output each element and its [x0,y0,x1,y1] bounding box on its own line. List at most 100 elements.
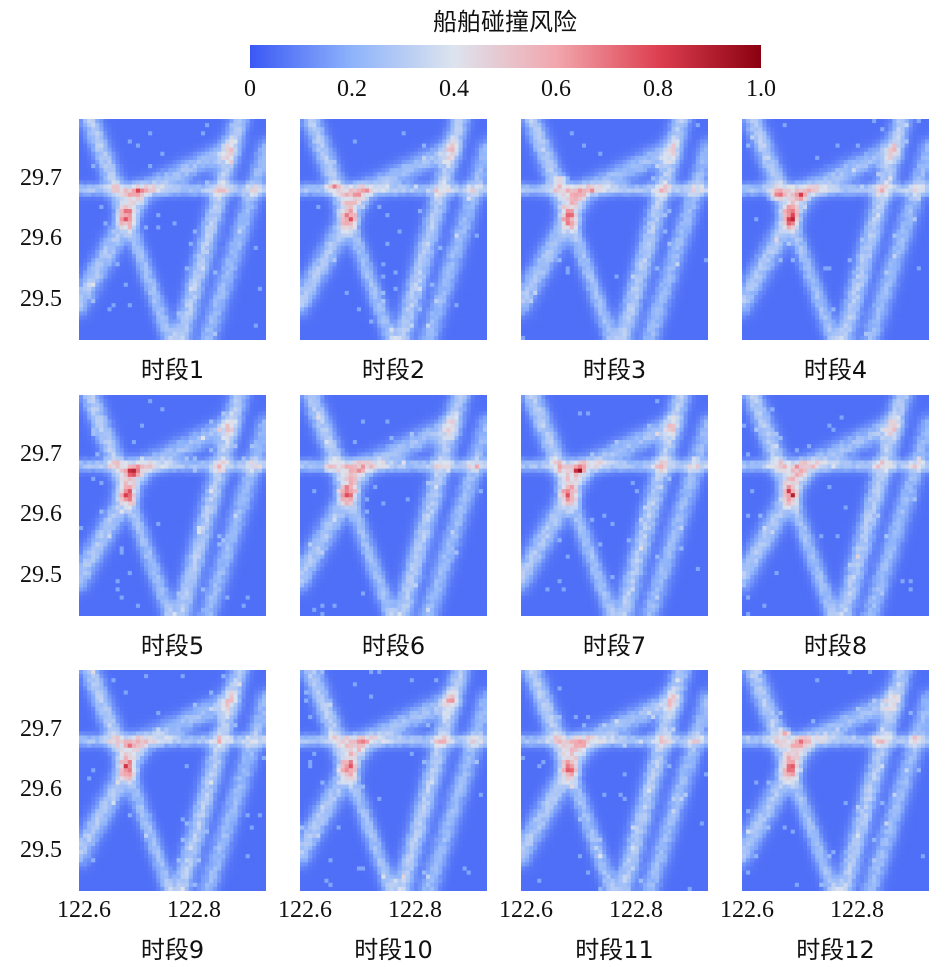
heatmap-cell [213,274,218,280]
heatmap-cell [413,294,419,300]
heatmap-cell [123,192,129,198]
heatmap-cell [426,282,431,288]
heatmap-cell [217,315,222,320]
heatmap-cell [409,311,415,316]
heatmap-cell [233,200,238,206]
heatmap-cell [401,159,407,165]
heatmap-cell [144,299,149,304]
heatmap-cell [466,155,472,161]
heatmap-cell [466,217,472,222]
heatmap-cell [225,278,230,284]
heatmap-cell [83,155,88,161]
heatmap-cell [482,258,487,263]
heatmap-cell [245,123,251,128]
heatmap-cell [470,159,476,165]
heatmap-cell [466,159,472,165]
heatmap-cell [458,241,464,247]
heatmap-cell [91,139,96,144]
heatmap-cell [328,311,333,316]
heatmap-cell [409,147,415,153]
heatmap-cell [160,241,165,247]
heatmap-cell [434,131,439,136]
heatmap-cell [409,221,415,226]
heatmap-cell [413,262,419,267]
heatmap-cell [245,331,251,337]
heatmap-cell [336,188,342,194]
heatmap-cell [184,249,190,255]
heatmap-cell [409,164,415,169]
heatmap-cell [409,327,415,333]
heatmap-cell [225,164,230,169]
heatmap-cell [99,311,104,316]
heatmap-cell [385,155,390,161]
heatmap-cell [148,192,153,198]
heatmap-cell [107,172,112,177]
heatmap-cell [434,241,439,247]
heatmap-cell [148,282,153,288]
heatmap-cell [245,315,251,320]
heatmap-cell [308,274,313,280]
heatmap-cell [348,209,354,214]
heatmap-cell [336,172,342,177]
heatmap-cell [385,184,390,189]
heatmap-cell [152,184,157,189]
heatmap-cell [393,327,398,333]
heatmap-cell [365,135,370,140]
heatmap-cell [139,299,145,304]
heatmap-cell [192,327,198,333]
heatmap-cell [200,176,206,181]
heatmap-cell [160,319,165,325]
heatmap-cell [312,327,317,333]
heatmap-cell [409,225,415,230]
heatmap-cell [413,266,419,271]
heatmap-cell [91,335,96,340]
heatmap-cell [99,123,104,128]
heatmap-cell [139,327,145,333]
heatmap-cell [365,319,370,325]
heatmap-cell [221,217,226,222]
heatmap-cell [474,241,480,247]
heatmap-cell [152,164,157,169]
heatmap-cell [192,229,198,234]
heatmap-cell [438,143,443,149]
heatmap-cell [164,176,169,181]
heatmap-cell [148,196,153,202]
heatmap-cell [352,217,358,222]
heatmap-cell [466,196,472,202]
heatmap-cell [478,139,484,144]
heatmap-cell [474,217,480,222]
heatmap-cell [83,335,88,340]
heatmap-cell [478,237,484,243]
heatmap-cell [320,184,325,189]
heatmap-cell [385,278,390,284]
heatmap-cell [249,119,255,124]
heatmap-cell [79,196,84,202]
heatmap-cell [103,123,108,128]
heatmap-cell [156,303,161,308]
heatmap-cell [328,237,333,243]
heatmap-cell [377,217,382,222]
heatmap-cell [312,159,317,165]
heatmap-cell [434,135,439,140]
heatmap-cell [139,127,145,132]
heatmap-cell [156,188,161,194]
heatmap-cell [91,143,96,149]
heatmap-cell [184,200,190,206]
heatmap-cell [241,327,247,333]
heatmap-cell [184,225,190,230]
heatmap-cell [188,254,194,259]
heatmap-cell [328,131,333,136]
heatmap-cell [152,319,157,325]
heatmap-cell [417,147,423,153]
heatmap-cell [348,139,354,144]
heatmap-cell [438,241,443,247]
heatmap-cell [438,319,443,325]
heatmap-cell [221,184,226,189]
heatmap-cell [168,327,173,333]
heatmap-cell [221,131,226,136]
heatmap-cell [385,164,390,169]
heatmap-cell [200,127,206,132]
heatmap-cell [103,258,108,263]
heatmap-cell [312,131,317,136]
heatmap-cell [144,213,149,218]
